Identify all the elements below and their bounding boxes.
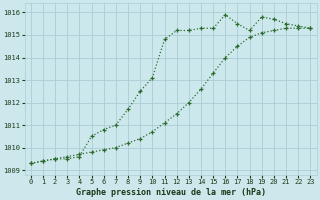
- X-axis label: Graphe pression niveau de la mer (hPa): Graphe pression niveau de la mer (hPa): [76, 188, 266, 197]
